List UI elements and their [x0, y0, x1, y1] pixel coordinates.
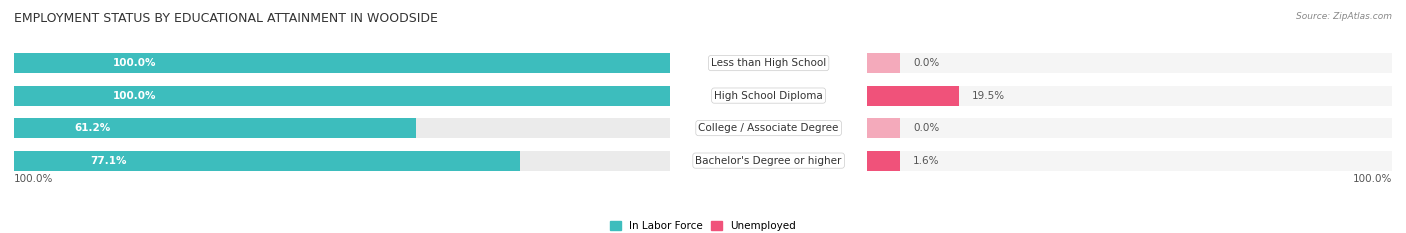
Text: 61.2%: 61.2% [75, 123, 111, 133]
Bar [868, 53, 1392, 73]
Text: Bachelor's Degree or higher: Bachelor's Degree or higher [696, 156, 842, 166]
Bar [14, 118, 416, 138]
Text: 100.0%: 100.0% [112, 91, 156, 101]
Text: 77.1%: 77.1% [90, 156, 127, 166]
Bar [868, 118, 1392, 138]
Legend: In Labor Force, Unemployed: In Labor Force, Unemployed [606, 217, 800, 233]
Bar [868, 151, 1392, 171]
Bar [14, 86, 671, 106]
Text: High School Diploma: High School Diploma [714, 91, 823, 101]
Text: 0.0%: 0.0% [912, 123, 939, 133]
Text: 100.0%: 100.0% [112, 58, 156, 68]
Bar [14, 151, 671, 171]
Bar [14, 53, 671, 73]
Bar [14, 118, 671, 138]
Bar [868, 86, 1392, 106]
Text: Less than High School: Less than High School [711, 58, 827, 68]
Text: 19.5%: 19.5% [973, 91, 1005, 101]
Text: 100.0%: 100.0% [14, 175, 53, 185]
Bar [868, 118, 900, 138]
Text: EMPLOYMENT STATUS BY EDUCATIONAL ATTAINMENT IN WOODSIDE: EMPLOYMENT STATUS BY EDUCATIONAL ATTAINM… [14, 12, 437, 25]
Text: 0.0%: 0.0% [912, 58, 939, 68]
Text: 100.0%: 100.0% [1353, 175, 1392, 185]
Bar [868, 86, 959, 106]
Bar [14, 86, 671, 106]
Text: 1.6%: 1.6% [912, 156, 939, 166]
Bar [14, 53, 671, 73]
Bar [868, 53, 900, 73]
Text: Source: ZipAtlas.com: Source: ZipAtlas.com [1296, 12, 1392, 21]
Bar [14, 151, 520, 171]
Bar [868, 151, 900, 171]
Text: College / Associate Degree: College / Associate Degree [699, 123, 839, 133]
